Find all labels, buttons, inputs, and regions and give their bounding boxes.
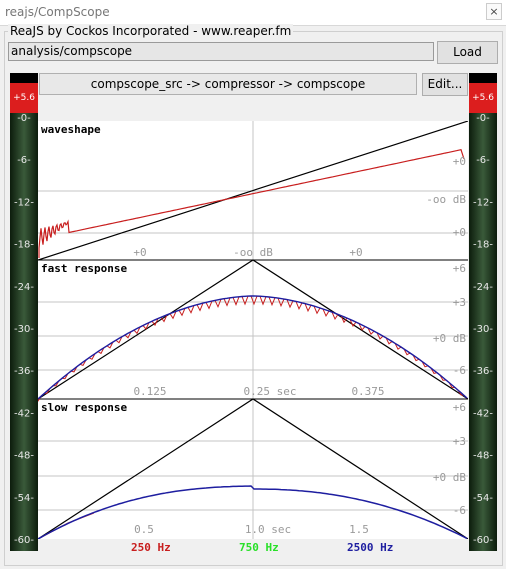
right-peak-readout[interactable]: +5.6 [469, 83, 497, 113]
waveshape-bottom-label: -oo dB [233, 246, 273, 259]
meter-tick-label: -6- [476, 155, 490, 166]
fast-right-label: +0 dB [433, 332, 466, 345]
left-peak-readout[interactable]: +5.6 [10, 83, 38, 113]
waveshape-reference-line [38, 121, 468, 261]
fast-response-title: fast response [41, 262, 127, 275]
fast-right-label: -6 [453, 364, 466, 377]
slow-reference-envelope [38, 398, 468, 539]
meter-body [10, 113, 38, 551]
fast-right-label: +6 [453, 262, 466, 275]
slow-right-label: +0 dB [433, 471, 466, 484]
meter-tick-label: -36- [14, 366, 34, 377]
signal-chain-label: compscope_src -> compressor -> compscope [39, 73, 417, 95]
slow-bottom-label: 1.5 [349, 523, 369, 536]
title-bar: reajs/CompScope × [0, 0, 506, 26]
legend-250hz: 250 Hz [131, 541, 171, 554]
right-meter-scale: -0- -6- -12- -18- -24- -30- -36- -42- -48- -54- -6… [469, 113, 497, 551]
slow-bottom-label: 0.5 [134, 523, 154, 536]
slow-right-label: +6 [453, 401, 466, 414]
meter-tick-label: -42- [473, 408, 493, 419]
group-label: ReaJS by Cockos Incorporated - www.reape… [8, 24, 294, 38]
legend-2500hz: 2500 Hz [347, 541, 394, 554]
fast-reference-envelope [38, 259, 468, 400]
waveshape-title: waveshape [41, 123, 101, 136]
meter-tick-label: -24- [473, 282, 493, 293]
waveshape-bottom-label: +0 [349, 246, 362, 259]
meter-tick-label: -60- [14, 535, 34, 546]
fast-bottom-label: 0.25 sec [244, 385, 297, 398]
fast-bottom-label: 0.375 [351, 385, 384, 398]
effect-path-field[interactable]: analysis/compscope [8, 42, 434, 61]
waveshape-bottom-label: +0 [133, 246, 146, 259]
waveshape-right-label: +0 [453, 155, 466, 168]
meter-tick-label: -30- [473, 324, 493, 335]
meter-tick-label: -18- [473, 240, 493, 251]
fast-right-label: +3 [453, 296, 466, 309]
meter-tick-label: -54- [14, 493, 34, 504]
meter-tick-label: -18- [14, 240, 34, 251]
meter-tick-label: -36- [473, 366, 493, 377]
meter-tick-label: -48- [14, 451, 34, 462]
meter-body [469, 113, 497, 551]
meter-tick-label: -54- [473, 493, 493, 504]
compressor-scope: waveshape fast response slow response +0 -oo… [38, 121, 468, 539]
meter-tick-label: -0- [17, 113, 31, 124]
fast-2500hz-trace [38, 295, 468, 400]
meter-tick-label: -12- [14, 197, 34, 208]
fast-bottom-label: 0.125 [133, 385, 166, 398]
right-level-meter: +5.6 -0- -6- -12- -18- -24- -30- -36- -42- -48- -… [469, 73, 497, 551]
edit-button[interactable]: Edit... [422, 73, 468, 96]
slow-2500hz-trace [38, 485, 468, 539]
slow-response-title: slow response [41, 401, 127, 414]
meter-tick-label: -30- [14, 324, 34, 335]
waveshape-right-label: -oo dB [426, 193, 466, 206]
meter-tick-label: -12- [473, 197, 493, 208]
meter-tick-label: -42- [14, 408, 34, 419]
load-button[interactable]: Load [437, 41, 498, 64]
meter-tick-label: -48- [473, 451, 493, 462]
legend-750hz: 750 Hz [239, 541, 279, 554]
meter-tick-label: -60- [473, 535, 493, 546]
window-title: reajs/CompScope [5, 5, 110, 19]
waveshape-transfer-curve [38, 148, 465, 258]
left-level-meter: +5.6 -0- -6- -12- -18- -24- -30- -36- -42- -48- -… [10, 73, 38, 551]
waveshape-right-label: +0 [453, 226, 466, 239]
slow-right-label: +3 [453, 435, 466, 448]
slow-right-label: -6 [453, 504, 466, 517]
meter-tick-label: -0- [476, 113, 490, 124]
meter-tick-label: -6- [17, 155, 31, 166]
slow-bottom-label: 1.0 sec [245, 523, 291, 536]
close-button[interactable]: × [486, 3, 502, 20]
meter-tick-label: -24- [14, 282, 34, 293]
left-meter-scale: -0- -6- -12- -18- -24- -30- -36- -42- -48- -54- -6… [10, 113, 38, 551]
